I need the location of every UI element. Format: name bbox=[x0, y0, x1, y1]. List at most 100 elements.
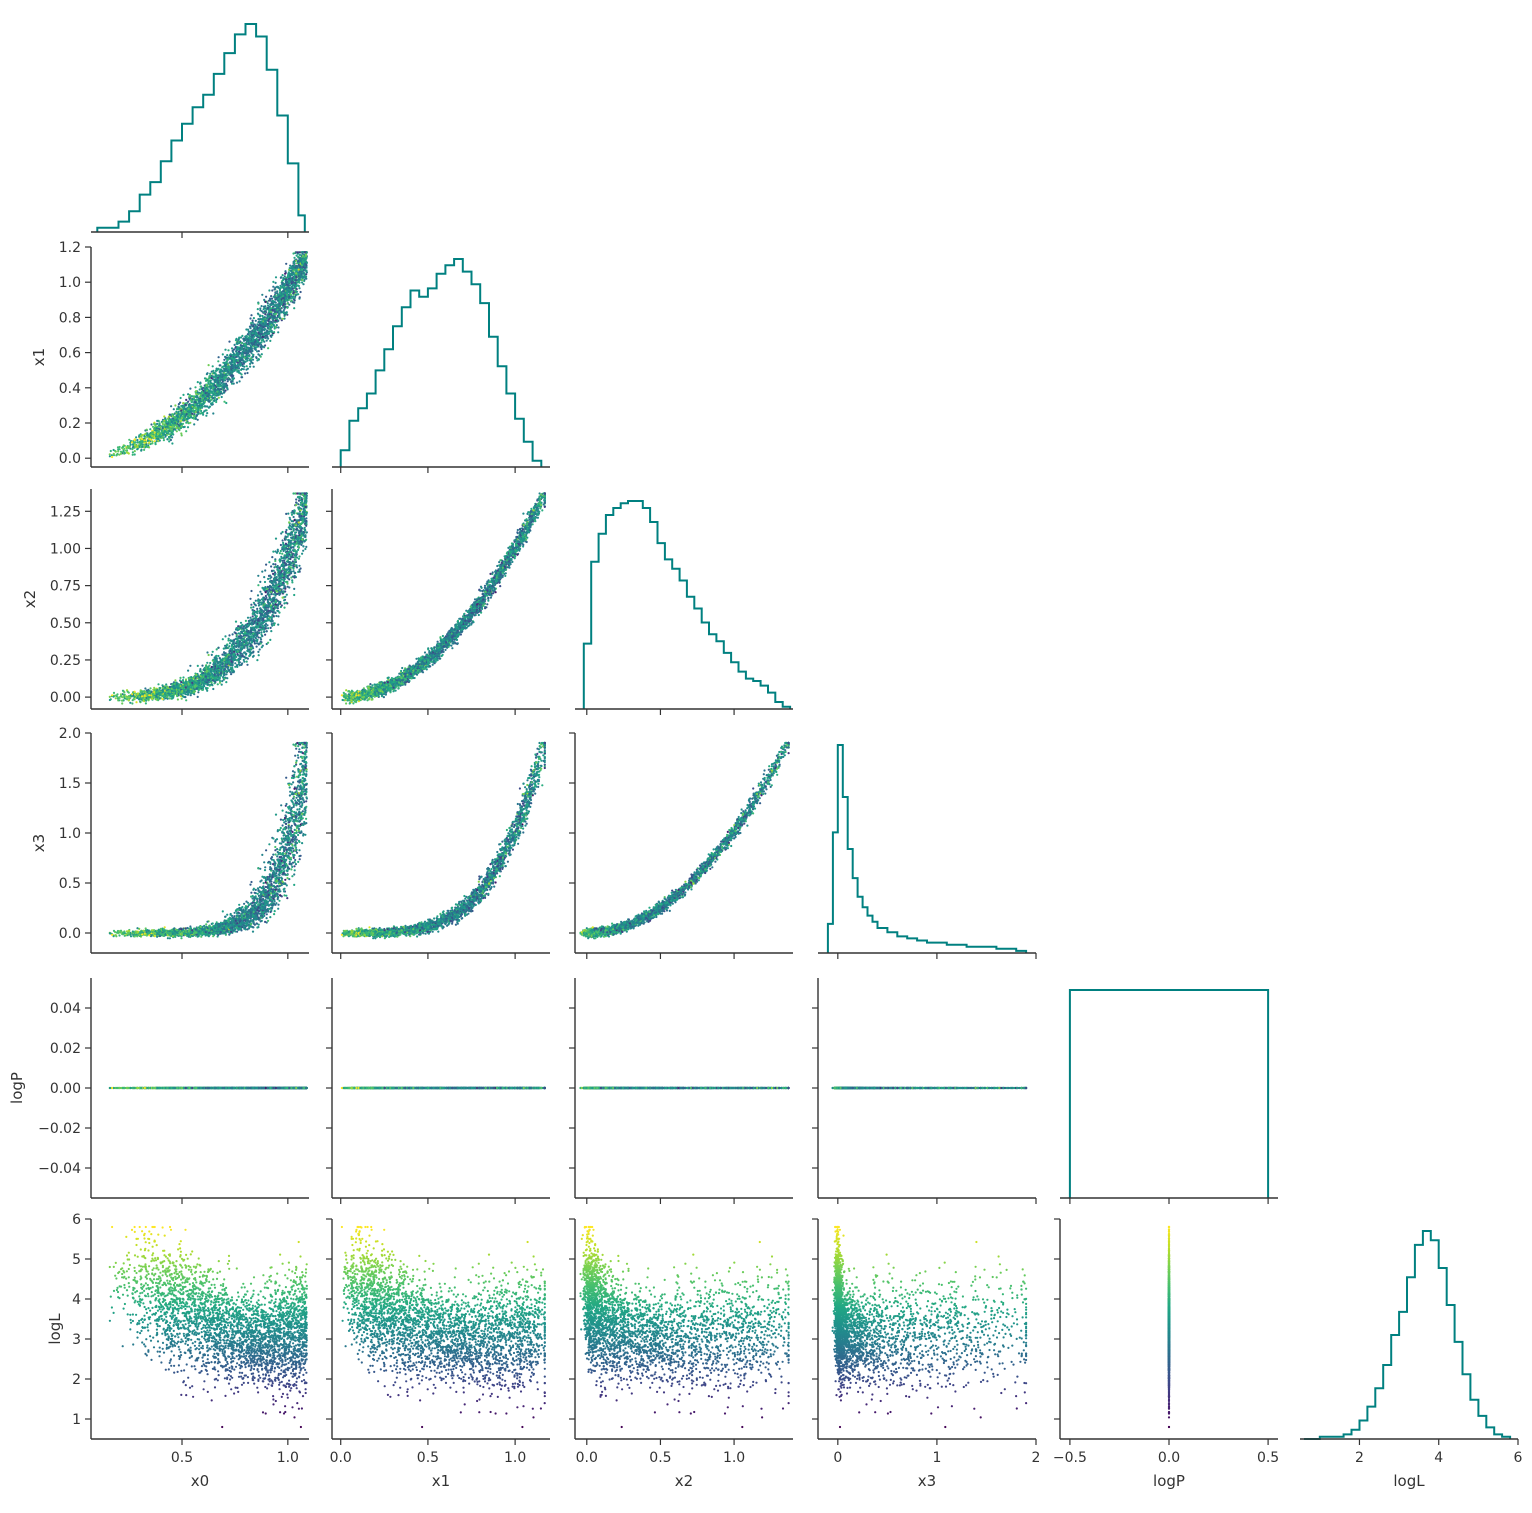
scatter-point bbox=[156, 420, 158, 422]
scatter-point bbox=[298, 500, 300, 502]
scatter-point bbox=[185, 430, 187, 432]
scatter-point bbox=[128, 445, 130, 447]
scatter-point bbox=[295, 289, 297, 291]
scatter-point bbox=[277, 298, 279, 300]
scatter-point bbox=[283, 283, 285, 285]
scatter-point bbox=[134, 441, 136, 443]
scatter-point bbox=[214, 388, 216, 390]
scatter-point bbox=[180, 409, 182, 411]
scatter-point bbox=[284, 286, 286, 288]
scatter-point bbox=[155, 435, 157, 437]
scatter-point bbox=[236, 369, 238, 371]
scatter-point bbox=[200, 385, 202, 387]
scatter-point bbox=[243, 368, 245, 370]
scatter-point bbox=[206, 388, 208, 390]
scatter-point bbox=[172, 422, 174, 424]
scatter-point bbox=[248, 343, 250, 345]
scatter-point bbox=[270, 307, 272, 309]
scatter-point bbox=[229, 372, 231, 374]
scatter-point bbox=[255, 349, 257, 351]
scatter-point bbox=[267, 308, 269, 310]
scatter-point bbox=[174, 422, 176, 424]
scatter-point bbox=[303, 279, 305, 281]
scatter-point bbox=[260, 356, 262, 358]
scatter-point bbox=[292, 270, 294, 272]
scatter-point bbox=[246, 372, 248, 374]
scatter-point bbox=[258, 350, 260, 352]
scatter-point bbox=[110, 450, 112, 452]
scatter-point bbox=[286, 307, 288, 309]
scatter-point bbox=[208, 380, 210, 382]
scatter-point bbox=[293, 299, 295, 301]
scatter-point bbox=[298, 269, 300, 271]
scatter-point bbox=[234, 370, 236, 372]
scatter-point bbox=[277, 326, 279, 328]
scatter-point bbox=[208, 364, 210, 366]
scatter-point bbox=[233, 348, 235, 350]
scatter-point bbox=[276, 305, 278, 307]
scatter-point bbox=[236, 348, 238, 350]
scatter-point bbox=[265, 595, 267, 597]
scatter-point bbox=[165, 424, 167, 426]
scatter-point bbox=[279, 310, 281, 312]
scatter-point bbox=[226, 354, 228, 356]
scatter-point bbox=[197, 419, 199, 421]
scatter-point bbox=[133, 447, 135, 449]
scatter-point bbox=[159, 422, 161, 424]
scatter-point bbox=[284, 273, 286, 275]
scatter-point bbox=[201, 399, 203, 401]
scatter-point bbox=[136, 448, 138, 450]
scatter-point bbox=[212, 379, 214, 381]
scatter-point bbox=[257, 575, 259, 577]
scatter-point bbox=[185, 418, 187, 420]
scatter-point bbox=[259, 314, 261, 316]
scatter-point bbox=[197, 696, 199, 698]
scatter-point bbox=[189, 405, 191, 407]
scatter-point bbox=[274, 296, 276, 298]
scatter-point bbox=[302, 261, 304, 263]
scatter-point bbox=[141, 446, 143, 448]
scatter-point bbox=[267, 347, 269, 349]
scatter-point bbox=[167, 425, 169, 427]
scatter-point bbox=[189, 665, 191, 667]
scatter-point bbox=[140, 443, 142, 445]
scatter-point bbox=[144, 433, 146, 435]
scatter-point bbox=[185, 399, 187, 401]
scatter-point bbox=[209, 373, 211, 375]
scatter-point bbox=[137, 441, 139, 443]
scatter-point bbox=[301, 279, 303, 281]
scatter-point bbox=[274, 563, 276, 565]
scatter-point bbox=[150, 439, 152, 441]
scatter-point bbox=[208, 401, 210, 403]
scatter-point bbox=[238, 337, 240, 339]
scatter-point bbox=[260, 346, 262, 348]
scatter-point bbox=[230, 381, 232, 383]
scatter-point bbox=[269, 340, 271, 342]
scatter-point bbox=[241, 345, 243, 347]
scatter-point bbox=[255, 327, 257, 329]
scatter-point bbox=[254, 341, 256, 343]
scatter-point bbox=[206, 384, 208, 386]
scatter-point bbox=[276, 290, 278, 292]
scatter-point bbox=[268, 289, 270, 291]
scatter-point bbox=[297, 549, 299, 551]
scatter-point bbox=[284, 292, 286, 294]
scatter-point bbox=[271, 289, 273, 291]
scatter-point bbox=[264, 337, 266, 339]
scatter-point bbox=[208, 407, 210, 409]
scatter-point bbox=[250, 351, 252, 353]
scatter-point bbox=[228, 356, 230, 358]
scatter-point bbox=[228, 341, 230, 343]
scatter-point bbox=[293, 262, 295, 264]
scatter-point bbox=[187, 401, 189, 403]
scatter-point bbox=[120, 451, 122, 453]
scatter-point bbox=[257, 327, 259, 329]
scatter-point bbox=[261, 593, 263, 595]
scatter-point bbox=[132, 451, 134, 453]
scatter-point bbox=[177, 698, 179, 700]
scatter-point bbox=[113, 453, 115, 455]
scatter-point bbox=[281, 286, 283, 288]
scatter-point bbox=[204, 389, 206, 391]
scatter-point bbox=[223, 391, 225, 393]
scatter-point bbox=[290, 300, 292, 302]
